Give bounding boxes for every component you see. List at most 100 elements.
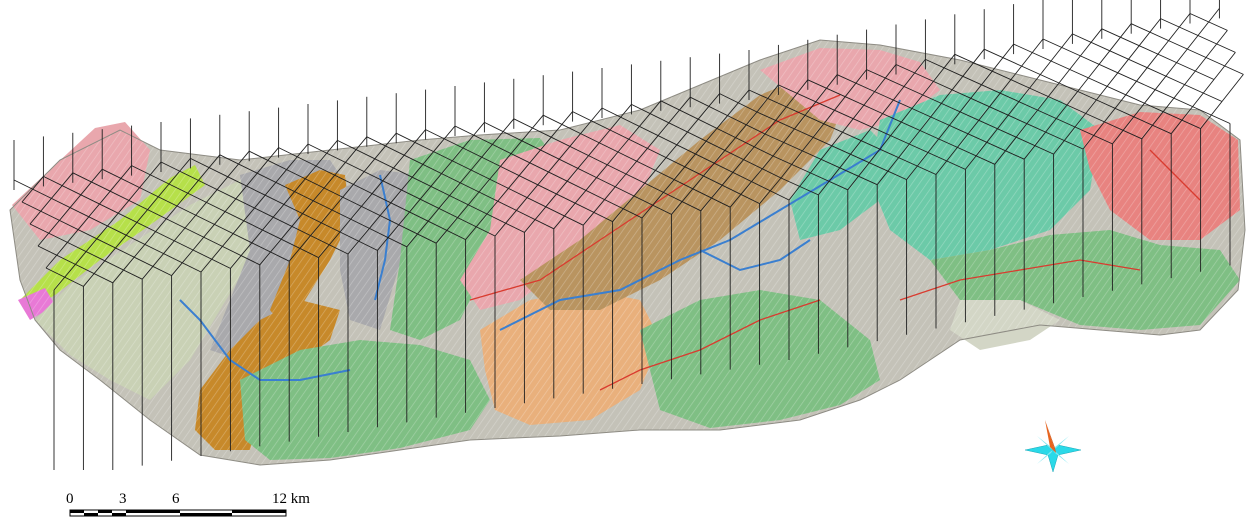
grid-diagonal xyxy=(898,130,921,158)
grid-diagonal xyxy=(222,220,245,247)
grid-diagonal xyxy=(1154,62,1177,90)
grid-diagonal xyxy=(965,142,988,170)
grid-diagonal xyxy=(155,205,178,232)
grid-diagonal xyxy=(227,150,250,178)
grid-diagonal xyxy=(411,151,434,178)
grid-diagonal xyxy=(756,84,779,113)
grid-diagonal xyxy=(374,132,397,160)
grid-diagonal xyxy=(1023,131,1046,160)
river-1 xyxy=(179,299,351,381)
grid-diagonal xyxy=(1015,109,1038,138)
grid-diagonal xyxy=(1197,8,1220,36)
grid-diagonal xyxy=(1066,77,1089,106)
grid-diagonal xyxy=(1200,101,1223,129)
grid-diagonal xyxy=(147,183,170,210)
grid-diagonal xyxy=(470,144,493,171)
scale-seg-1 xyxy=(70,510,84,513)
grid-diagonal xyxy=(697,93,720,120)
grid-diagonal xyxy=(1112,116,1135,145)
grid-diagonal xyxy=(553,202,576,230)
grid-diagonal xyxy=(377,224,400,251)
grid-diagonal xyxy=(133,231,156,258)
grid-diagonal xyxy=(970,70,993,99)
grid-diagonal xyxy=(280,213,303,240)
grid-diagonal xyxy=(729,181,752,208)
grid-diagonal xyxy=(815,74,838,103)
grid-diagonal xyxy=(1058,55,1081,84)
grid-diagonal xyxy=(735,111,758,138)
grid-diagonal xyxy=(1184,57,1207,85)
grid-diagonal xyxy=(847,162,870,191)
grid-diagonal xyxy=(668,96,691,124)
fault-4 xyxy=(1149,149,1201,201)
grid-diagonal xyxy=(1104,94,1127,123)
grid-diagonal xyxy=(692,162,715,190)
grid-diagonal xyxy=(449,169,472,196)
grid-diagonal xyxy=(45,242,68,269)
grid-diagonal xyxy=(1045,104,1068,133)
grid-diagonal xyxy=(935,147,958,175)
faults xyxy=(469,94,1201,391)
grid-diagonal xyxy=(713,137,736,164)
grid-diagonal xyxy=(1029,60,1052,89)
river-2 xyxy=(374,174,392,301)
grid-diagonal xyxy=(37,220,60,247)
grid-diagonal xyxy=(243,194,266,222)
grid-diagonal xyxy=(588,129,611,156)
grid-diagonal xyxy=(890,108,913,136)
grid-diagonal xyxy=(727,89,750,116)
grid-diagonal xyxy=(508,162,531,189)
grid-diagonal xyxy=(684,140,707,168)
grid-diagonal xyxy=(906,152,929,180)
grid-diagonal xyxy=(353,158,376,185)
scale-label-12km: 12 km xyxy=(272,491,310,507)
grid-diagonal xyxy=(168,158,191,185)
compass-north-arrow-shade xyxy=(1045,420,1056,453)
grid-diagonal xyxy=(524,206,547,233)
grid-diagonal xyxy=(852,91,875,119)
grid-diagonal xyxy=(51,172,74,199)
grid-diagonal xyxy=(617,126,640,153)
grid-diagonal xyxy=(919,103,942,131)
grid-diagonal xyxy=(818,167,841,196)
grid-diagonal xyxy=(441,147,464,174)
grid-diagonal xyxy=(794,101,817,130)
grid-diagonal xyxy=(1213,52,1236,80)
fault-3 xyxy=(899,259,1141,301)
grid-diagonal xyxy=(647,122,670,149)
grid-diagonal xyxy=(1007,87,1030,116)
grid-diagonal xyxy=(419,173,442,200)
scale-seg-7 xyxy=(232,510,286,513)
grid-diagonal xyxy=(582,199,605,226)
grid-diagonal xyxy=(390,176,413,204)
grid-diagonal xyxy=(759,177,782,204)
scale-seg-3 xyxy=(98,510,112,513)
grid-diagonal xyxy=(1037,82,1060,111)
grid-diagonal xyxy=(574,177,597,204)
grid-diagonal xyxy=(96,212,119,240)
grid-diagonal xyxy=(882,86,905,114)
grid-diagonal xyxy=(403,129,426,156)
grid-diagonal xyxy=(810,145,833,174)
grid-diagonal xyxy=(251,216,274,244)
grid-diagonal xyxy=(294,165,317,192)
grid-diagonal xyxy=(876,157,899,185)
grid-diagonal xyxy=(927,125,950,153)
grid-diagonal xyxy=(1138,18,1161,46)
grid-diagonal xyxy=(163,227,186,254)
grid-diagonal xyxy=(1082,121,1105,150)
grid-diagonal xyxy=(230,242,253,269)
grid-diagonal xyxy=(671,188,694,215)
grid-diagonal xyxy=(831,118,854,147)
grid-diagonal xyxy=(331,184,354,211)
grid-diagonal xyxy=(235,172,258,200)
grid-diagonal xyxy=(1133,89,1156,118)
grid-diagonal xyxy=(315,140,338,167)
grid-diagonal xyxy=(1074,99,1097,128)
grid-diagonal xyxy=(596,151,619,178)
grid-diagonal xyxy=(198,154,221,181)
grid-diagonal xyxy=(962,48,985,77)
grid-diagonal xyxy=(663,166,686,193)
grid-diagonal xyxy=(911,81,934,109)
grid-diagonal xyxy=(176,180,199,207)
